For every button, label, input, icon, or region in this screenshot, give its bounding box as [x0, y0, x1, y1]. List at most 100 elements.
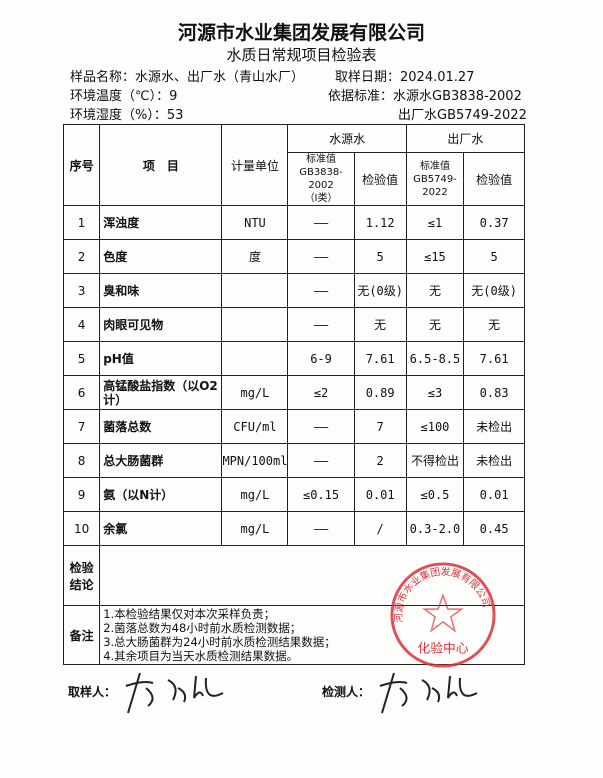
official-seal: 河源市水业集团发展有限公司 化验中心: [390, 562, 496, 668]
header-val-source: 检验值: [353, 152, 407, 206]
cell-std-src: ——: [287, 307, 355, 342]
cell-unit: [221, 273, 289, 308]
cell-std-src: ≤2: [287, 375, 355, 410]
cell-val-src: 无(0级): [353, 273, 407, 308]
table-row: 5 pH值 6-9 7.61 6.5-8.5 7.61: [62, 341, 525, 376]
sample-date: 取样日期：2024.01.27: [335, 70, 475, 85]
sampler-label: 取样人：: [68, 685, 117, 699]
cell-unit: NTU: [221, 205, 289, 240]
header-unit: 计量单位: [221, 124, 289, 206]
cell-std-plant: 不得检出: [405, 443, 465, 478]
table-row: 4 肉眼可见物 —— 无无无: [62, 307, 525, 342]
cell-val-src: 1.12: [353, 205, 407, 240]
header-item: 项 目: [99, 124, 223, 206]
std-class: （Ⅰ类）: [304, 193, 338, 204]
cell-std-src: ——: [287, 273, 355, 308]
cell-no: 8: [62, 443, 101, 478]
cell-val-plant: 5: [463, 239, 525, 274]
cell-item: 色度: [99, 239, 223, 274]
notes-cell: 1.本检验结果仅对本次采样负责； 2.菌落总数为48小时前水质检测数据； 3.总…: [99, 605, 525, 665]
cell-val-plant: 无(0级): [463, 273, 525, 308]
cell-val-plant: 0.45: [463, 511, 525, 546]
tester-label: 检测人：: [322, 685, 371, 699]
sample-name: 样品名称：水源水、出厂水（青山水厂）: [70, 70, 305, 85]
cell-unit: CFU/ml: [221, 409, 289, 444]
cell-std-plant: 无: [405, 307, 465, 342]
cell-val-plant: 0.37: [463, 205, 525, 240]
header-val-plant: 检验值: [463, 152, 525, 206]
cell-std-src: 6-9: [287, 341, 355, 376]
note-3: 3.总大肠菌群为24小时前水质检测结果数据；: [103, 635, 336, 649]
cell-std-src: ——: [287, 443, 355, 478]
cell-val-plant: 0.83: [463, 375, 525, 410]
seal-center-text: 化验中心: [418, 640, 469, 656]
cell-val-src: 无: [353, 307, 407, 342]
cell-item: 菌落总数: [99, 409, 223, 444]
conclusion-cell: [99, 545, 525, 606]
cell-std-plant: 6.5-8.5: [405, 341, 465, 376]
table-row: 10 余氯 mg/L ——/0.3-2.0 0.45: [62, 511, 525, 546]
std-label: 标准值: [419, 160, 450, 172]
cell-no: 7: [62, 409, 101, 444]
cell-item: pH值: [99, 341, 223, 376]
cell-unit: MPN/100ml: [221, 443, 289, 478]
cell-item: 总大肠菌群: [99, 443, 223, 478]
cell-unit: mg/L: [221, 477, 289, 512]
cell-std-src: ——: [287, 205, 355, 240]
cell-no: 9: [62, 477, 101, 512]
cell-std-plant: 0.3-2.0: [405, 511, 465, 546]
header-std-source: 标准值 GB3838-2002 （Ⅰ类）: [287, 152, 355, 206]
std-code: GB3838-2002: [299, 167, 343, 191]
std-label: 标准值: [306, 154, 337, 165]
table-row: 3 臭和味 —— 无(0级) 无无(0级): [62, 273, 525, 308]
cell-item: 浑浊度: [99, 205, 223, 240]
cell-val-src: 2: [353, 443, 407, 478]
cell-no: 2: [62, 239, 101, 274]
cell-val-src: 7.61: [353, 341, 407, 376]
cell-std-plant: 无: [405, 273, 465, 308]
cell-std-src: ——: [287, 511, 355, 546]
cell-item: 肉眼可见物: [99, 307, 223, 342]
table-row: 1 浑浊度 NTU —— 1.12 ≤1 0.37: [62, 205, 525, 240]
company-title: 河源市水业集团发展有限公司: [177, 22, 425, 44]
temperature: 环境温度（℃）：9: [70, 89, 178, 104]
form-title: 水质日常规项目检验表: [226, 46, 377, 64]
sampler-signature: [125, 672, 224, 714]
conclusion-label: 检验结论: [62, 545, 101, 606]
cell-val-plant: 0.01: [463, 477, 525, 512]
cell-no: 3: [62, 273, 101, 308]
note-2: 2.菌落总数为48小时前水质检测数据；: [103, 621, 302, 635]
table-row: 7 菌落总数 CFU/ml —— 7 ≤100 未检出: [62, 409, 525, 444]
header-source-water: 水源水: [287, 124, 407, 153]
notes-label: 备注: [62, 605, 101, 665]
cell-val-plant: 7.61: [463, 341, 525, 376]
cell-std-src: ——: [287, 239, 355, 274]
table-row: 6 高锰酸盐指数（以O2计） mg/L ≤2 0.89 ≤3 0.83: [62, 375, 525, 410]
cell-std-src: ≤0.15: [287, 477, 355, 512]
cell-val-src: 0.01: [353, 477, 407, 512]
cell-std-plant: ≤3: [405, 375, 465, 410]
cell-item: 高锰酸盐指数（以O2计）: [99, 375, 223, 410]
cell-unit: 度: [221, 239, 289, 274]
note-4: 4.其余项目为当天水质检测结果数据。: [103, 649, 299, 663]
header-std-plant: 标准值 GB5749-2022: [405, 152, 465, 206]
cell-std-src: ——: [287, 409, 355, 444]
cell-std-plant: ≤100: [405, 409, 465, 444]
table-row: 9 氨（以N计） mg/L ≤0.15 0.01 ≤0.5 0.01: [62, 477, 525, 512]
header-plant-water: 出厂水: [405, 124, 526, 153]
cell-unit: [221, 341, 289, 376]
note-1: 1.本检验结果仅对本次采样负责；: [103, 607, 276, 621]
cell-unit: mg/L: [221, 375, 289, 410]
std-code: GB5749-2022: [413, 173, 457, 198]
cell-item: 氨（以N计）: [99, 477, 223, 512]
cell-unit: mg/L: [221, 511, 289, 546]
cell-item: 余氯: [99, 511, 223, 546]
results-table: 序号 项 目 计量单位 水源水 出厂水 标准值 GB3838-2002 （Ⅰ类） 检…: [62, 124, 526, 665]
cell-val-plant: 未检出: [463, 443, 525, 478]
cell-val-src: /: [353, 511, 407, 546]
cell-val-src: 7: [353, 409, 407, 444]
conclusion-text: 检验结论: [69, 560, 94, 592]
cell-std-plant: ≤1: [405, 205, 465, 240]
cell-val-src: 0.89: [353, 375, 407, 410]
